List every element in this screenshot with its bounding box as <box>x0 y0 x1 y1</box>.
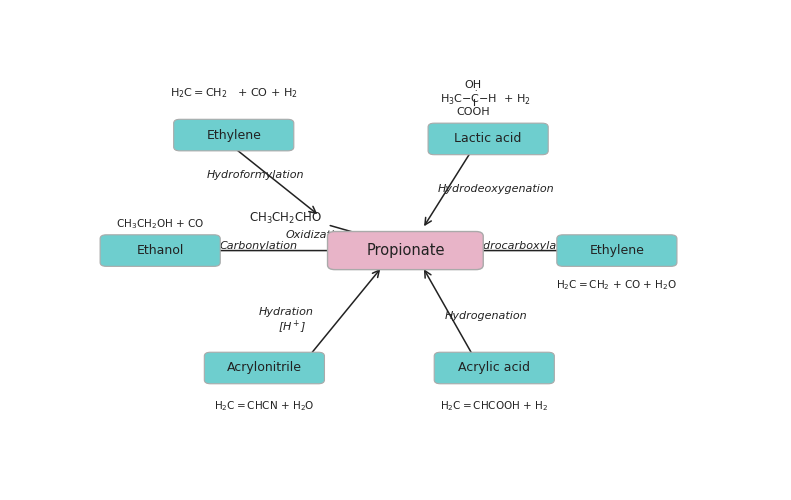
Text: Propionate: Propionate <box>366 243 445 258</box>
FancyBboxPatch shape <box>174 120 293 151</box>
Text: OH: OH <box>464 80 482 90</box>
Text: Hydroformylation: Hydroformylation <box>206 170 304 180</box>
Text: $\mathregular{CH_3CH_2CHO}$: $\mathregular{CH_3CH_2CHO}$ <box>249 211 323 226</box>
Text: Carbonylation: Carbonylation <box>219 240 297 250</box>
FancyBboxPatch shape <box>204 352 324 384</box>
Text: $\mathregular{H_2C{=}CH_2}$ + CO + H$\mathregular{_2}$O: $\mathregular{H_2C{=}CH_2}$ + CO + H$\ma… <box>556 278 678 292</box>
FancyBboxPatch shape <box>434 352 554 384</box>
Text: $\mathregular{H_2C{=}CHCOOH}$ + H$\mathregular{_2}$: $\mathregular{H_2C{=}CHCOOH}$ + H$\mathr… <box>440 400 548 413</box>
Text: $\mathregular{H_2C{=}CHCN}$ + H$\mathregular{_2}$O: $\mathregular{H_2C{=}CHCN}$ + H$\mathreg… <box>214 400 315 413</box>
Text: Ethylene: Ethylene <box>206 128 261 141</box>
Text: Acrylic acid: Acrylic acid <box>458 362 530 374</box>
Text: Hydration: Hydration <box>259 307 313 317</box>
Text: Lactic acid: Lactic acid <box>455 132 522 145</box>
Text: Hydrocarboxylation: Hydrocarboxylation <box>468 240 578 250</box>
Text: Acrylonitrile: Acrylonitrile <box>227 362 302 374</box>
FancyBboxPatch shape <box>327 232 483 270</box>
Text: COOH: COOH <box>456 107 490 117</box>
Text: Hydrodeoxygenation: Hydrodeoxygenation <box>437 184 554 194</box>
Text: $\mathregular{H_3C{-}\dot{C}{-}H}$  + H$\mathregular{_2}$: $\mathregular{H_3C{-}\dot{C}{-}H}$ + H$\… <box>440 90 531 107</box>
Text: Ethylene: Ethylene <box>589 244 645 257</box>
Text: $\mathregular{CH_3CH_2OH}$ + CO: $\mathregular{CH_3CH_2OH}$ + CO <box>116 216 204 230</box>
FancyBboxPatch shape <box>100 235 220 266</box>
FancyBboxPatch shape <box>428 123 548 154</box>
FancyBboxPatch shape <box>557 235 677 266</box>
Text: $\mathregular{H_2C{=}CH_2}$   + CO + H$\mathregular{_2}$: $\mathregular{H_2C{=}CH_2}$ + CO + H$\ma… <box>170 86 297 100</box>
Text: Ethanol: Ethanol <box>137 244 184 257</box>
Text: [H$\mathregular{^+}$]: [H$\mathregular{^+}$] <box>278 319 306 336</box>
Text: Oxidization: Oxidization <box>285 230 348 240</box>
Text: Hydrogenation: Hydrogenation <box>445 311 528 321</box>
